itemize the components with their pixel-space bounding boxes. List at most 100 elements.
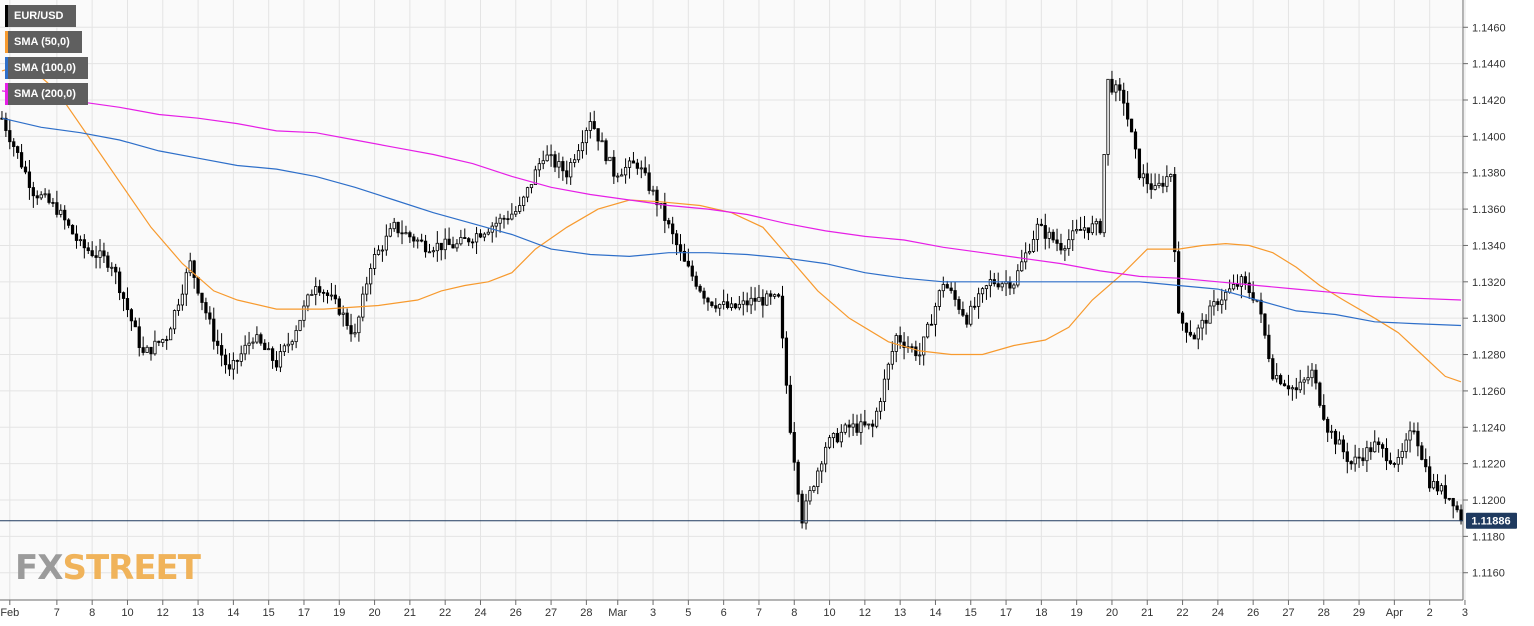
candle	[514, 206, 518, 218]
candle	[1443, 474, 1447, 504]
candle-body	[200, 292, 204, 303]
candle	[1404, 433, 1408, 459]
candle-body	[592, 121, 596, 129]
candle-body	[1047, 231, 1051, 239]
candle-body	[1055, 239, 1059, 244]
candle	[1329, 424, 1334, 439]
candle-body	[996, 283, 1000, 288]
candle-body	[90, 250, 94, 257]
candle-body	[255, 334, 259, 343]
current-price-label: 1.11886	[1471, 516, 1510, 528]
candle	[1349, 460, 1353, 470]
candle-body	[953, 290, 957, 300]
candle	[773, 293, 777, 300]
legend-item-sma-50[interactable]: SMA (50,0)	[5, 31, 88, 53]
candle-body	[623, 166, 628, 176]
x-tick-label: 21	[404, 607, 416, 619]
candle	[188, 252, 192, 277]
candle	[1106, 78, 1110, 166]
y-tick-label: 1.1180	[1472, 531, 1505, 543]
candle	[600, 132, 604, 143]
candle-body	[788, 384, 792, 433]
candle-body	[357, 316, 361, 334]
candle	[580, 130, 585, 159]
candle-body	[471, 241, 475, 244]
candle-body	[729, 303, 734, 308]
y-tick-label: 1.1200	[1472, 495, 1506, 507]
legend-label: SMA (50,0)	[8, 31, 82, 53]
legend-label: EUR/USD	[8, 5, 76, 27]
candle	[223, 348, 228, 374]
candle	[1039, 218, 1043, 227]
legend-item-sma-100[interactable]: SMA (100,0)	[5, 57, 88, 79]
candle	[231, 352, 235, 380]
candle	[216, 329, 220, 355]
legend-item-eurusd[interactable]: EUR/USD	[5, 5, 88, 27]
candle	[847, 419, 851, 438]
candle	[274, 351, 279, 371]
legend-swatch	[5, 5, 8, 27]
candle-body	[1039, 223, 1043, 226]
candle-body	[153, 340, 157, 355]
candle-body	[59, 209, 63, 215]
candle	[1294, 377, 1298, 399]
candle-body	[1302, 379, 1306, 383]
logo-fx: FX	[15, 548, 63, 588]
x-tick-label: 12	[157, 607, 169, 619]
candle-body	[396, 221, 400, 234]
candle	[1043, 213, 1047, 250]
candle	[596, 128, 600, 151]
candle	[1412, 422, 1416, 435]
x-tick-label: Mar	[608, 607, 627, 619]
candle	[545, 145, 549, 162]
x-tick-label: 18	[1035, 607, 1047, 619]
candle	[380, 245, 385, 262]
candle-body	[1329, 430, 1334, 433]
candle	[502, 215, 506, 229]
candle-body	[988, 279, 992, 287]
candle-body	[1224, 291, 1228, 301]
candle	[204, 297, 208, 320]
candle-body	[1102, 154, 1106, 234]
candle	[161, 338, 165, 348]
candle	[172, 309, 177, 335]
candle	[565, 160, 569, 185]
candle	[200, 292, 204, 311]
legend-item-sma-200[interactable]: SMA (200,0)	[5, 83, 88, 105]
y-tick-label: 1.1460	[1472, 22, 1506, 34]
candle	[984, 284, 989, 300]
candle	[1204, 314, 1208, 335]
candle	[918, 342, 922, 366]
candle-body	[1345, 451, 1349, 462]
candle	[722, 289, 726, 310]
candle	[561, 156, 565, 181]
candle-body	[780, 295, 785, 339]
candle-body	[1075, 229, 1079, 232]
candle	[627, 157, 632, 179]
candle-body	[212, 318, 216, 342]
candle-body	[851, 423, 855, 428]
candle-body	[310, 294, 314, 296]
x-tick-label: 20	[1106, 607, 1118, 619]
candle	[86, 242, 90, 254]
candle	[400, 220, 404, 245]
candle-body	[176, 304, 181, 311]
candle	[761, 289, 765, 318]
candle	[816, 467, 820, 495]
candle	[251, 337, 255, 350]
candle	[1341, 435, 1345, 460]
candle-body	[494, 222, 498, 227]
candle	[51, 197, 55, 208]
candle	[1110, 70, 1114, 95]
candle-body	[1000, 283, 1004, 288]
candle	[776, 292, 781, 298]
candle-body	[741, 300, 745, 305]
candle	[1212, 289, 1216, 316]
candle	[1027, 243, 1032, 255]
candle	[98, 239, 102, 269]
candle	[702, 287, 706, 305]
candle-body	[529, 184, 534, 189]
candle-body	[1439, 485, 1444, 492]
candle-body	[812, 486, 816, 491]
